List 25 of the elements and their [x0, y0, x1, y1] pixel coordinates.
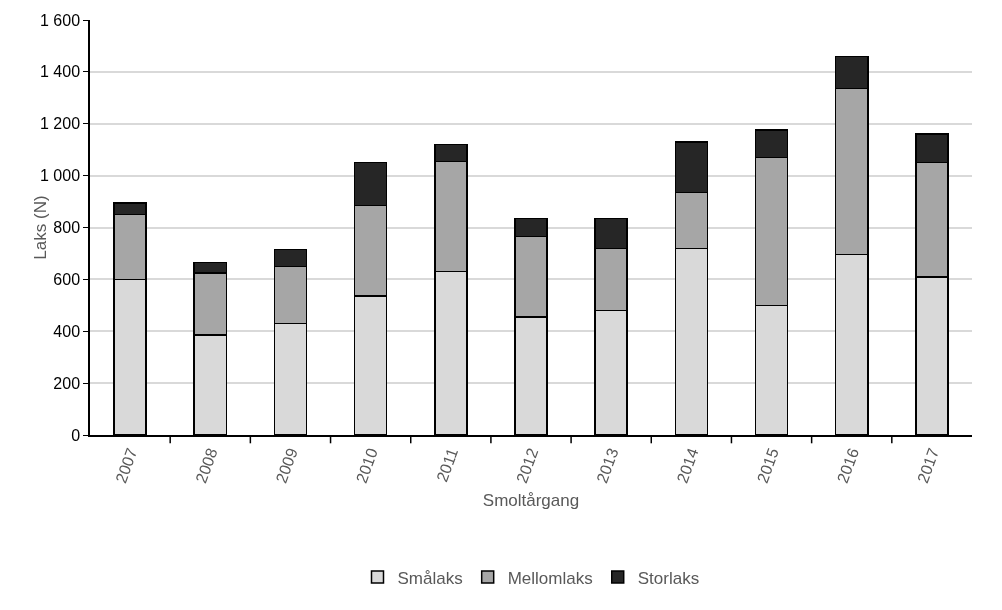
- x-tick-label: 2012: [513, 445, 542, 486]
- x-tick-label: 2007: [112, 445, 141, 486]
- x-tick-label: 2014: [673, 445, 702, 486]
- y-tick-label: 400: [53, 322, 81, 340]
- x-tick-label: 2015: [753, 445, 782, 486]
- x-axis-title: Smoltårgang: [482, 491, 580, 511]
- legend-label: Mellomlaks: [507, 568, 593, 588]
- y-tick-label: 200: [53, 374, 81, 392]
- x-tick-label: 2016: [833, 445, 863, 486]
- x-tick-label: 2008: [192, 445, 221, 486]
- y-tick-label: 0: [71, 426, 81, 444]
- x-tick-label: 2013: [593, 445, 622, 486]
- y-tick-label: 600: [53, 270, 81, 288]
- legend-label: Storlaks: [637, 568, 700, 588]
- x-tick-label: 2017: [914, 445, 943, 486]
- y-tick-label: 1 200: [40, 115, 81, 133]
- legend-label: Smålaks: [397, 568, 463, 588]
- y-tick-label: 1 600: [40, 11, 81, 29]
- x-tick-label: 2009: [272, 445, 301, 486]
- y-tick-label: 800: [53, 219, 81, 237]
- y-tick-label: 1 400: [40, 63, 81, 81]
- x-tick-label: 2011: [433, 445, 462, 485]
- y-axis-title: Laks (N): [30, 195, 50, 260]
- x-tick-label: 2010: [352, 445, 382, 486]
- y-tick-label: 1 000: [40, 167, 81, 185]
